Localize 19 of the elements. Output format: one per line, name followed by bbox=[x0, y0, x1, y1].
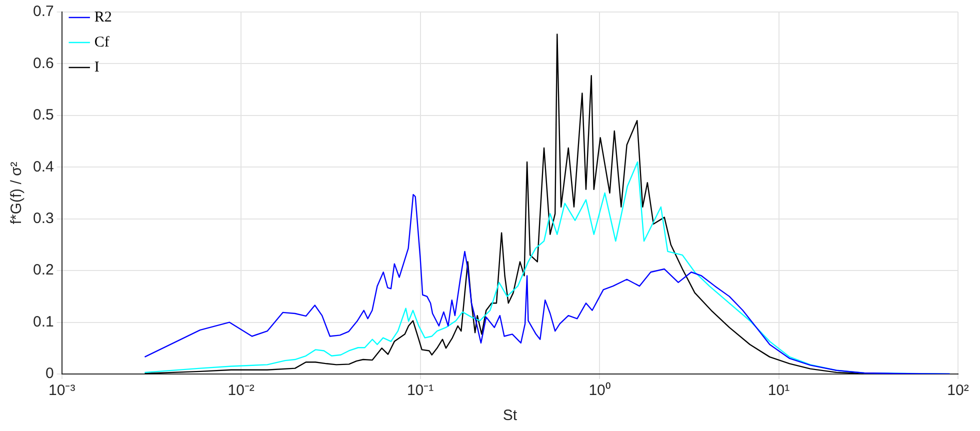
x-axis-title: St bbox=[502, 407, 518, 424]
y-tick-label: 0.5 bbox=[32, 106, 54, 124]
y-tick-label: 0.6 bbox=[32, 54, 54, 72]
y-tick-label: 0.7 bbox=[32, 3, 54, 20]
x-tick-label: 10⁻¹ bbox=[406, 382, 434, 400]
y-tick-label: 0.2 bbox=[32, 262, 54, 279]
legend-label: R2 bbox=[94, 9, 112, 26]
y-axis-title: f*G(f) / σ² bbox=[8, 162, 26, 224]
y-tick-label: 0.3 bbox=[32, 210, 54, 227]
x-tick-label: 10⁰ bbox=[588, 382, 610, 400]
x-tick-label: 10¹ bbox=[768, 382, 790, 400]
legend-label: Cf bbox=[94, 34, 110, 50]
x-tick-label: 10⁻² bbox=[228, 382, 254, 400]
y-tick-label: 0 bbox=[46, 365, 54, 382]
y-tick-label: 0.4 bbox=[32, 158, 54, 176]
x-tick-label: 10² bbox=[947, 382, 969, 400]
y-tick-label: 0.1 bbox=[32, 313, 54, 330]
legend-label: I bbox=[94, 59, 100, 76]
x-tick-label: 10⁻³ bbox=[48, 382, 76, 400]
